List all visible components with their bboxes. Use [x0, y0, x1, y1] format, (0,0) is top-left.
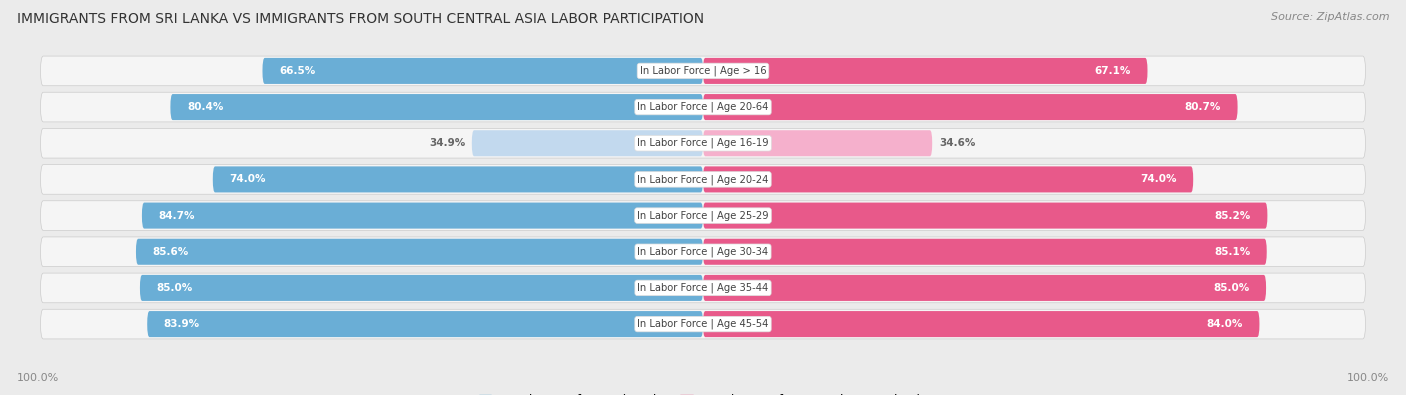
FancyBboxPatch shape — [41, 237, 1365, 267]
FancyBboxPatch shape — [136, 239, 703, 265]
Text: In Labor Force | Age 20-24: In Labor Force | Age 20-24 — [637, 174, 769, 185]
Text: 80.7%: 80.7% — [1185, 102, 1220, 112]
Text: In Labor Force | Age 16-19: In Labor Force | Age 16-19 — [637, 138, 769, 149]
Text: 66.5%: 66.5% — [278, 66, 315, 76]
Text: In Labor Force | Age > 16: In Labor Force | Age > 16 — [640, 66, 766, 76]
Text: In Labor Force | Age 25-29: In Labor Force | Age 25-29 — [637, 210, 769, 221]
Text: 74.0%: 74.0% — [229, 175, 266, 184]
Text: 100.0%: 100.0% — [1347, 373, 1389, 383]
Text: 67.1%: 67.1% — [1094, 66, 1130, 76]
FancyBboxPatch shape — [472, 130, 703, 156]
Text: 74.0%: 74.0% — [1140, 175, 1177, 184]
Text: In Labor Force | Age 45-54: In Labor Force | Age 45-54 — [637, 319, 769, 329]
Text: 100.0%: 100.0% — [17, 373, 59, 383]
Text: IMMIGRANTS FROM SRI LANKA VS IMMIGRANTS FROM SOUTH CENTRAL ASIA LABOR PARTICIPAT: IMMIGRANTS FROM SRI LANKA VS IMMIGRANTS … — [17, 12, 704, 26]
FancyBboxPatch shape — [41, 201, 1365, 230]
Text: 85.0%: 85.0% — [1213, 283, 1250, 293]
FancyBboxPatch shape — [142, 203, 703, 229]
FancyBboxPatch shape — [41, 92, 1365, 122]
Text: 84.7%: 84.7% — [159, 211, 195, 220]
Text: In Labor Force | Age 35-44: In Labor Force | Age 35-44 — [637, 283, 769, 293]
FancyBboxPatch shape — [703, 94, 1237, 120]
FancyBboxPatch shape — [703, 239, 1267, 265]
FancyBboxPatch shape — [703, 130, 932, 156]
FancyBboxPatch shape — [703, 311, 1260, 337]
FancyBboxPatch shape — [263, 58, 703, 84]
Text: 84.0%: 84.0% — [1206, 319, 1243, 329]
Text: 83.9%: 83.9% — [163, 319, 200, 329]
FancyBboxPatch shape — [41, 56, 1365, 86]
Legend: Immigrants from Sri Lanka, Immigrants from South Central Asia: Immigrants from Sri Lanka, Immigrants fr… — [478, 394, 928, 395]
Text: In Labor Force | Age 30-34: In Labor Force | Age 30-34 — [637, 246, 769, 257]
FancyBboxPatch shape — [41, 273, 1365, 303]
Text: 85.2%: 85.2% — [1215, 211, 1251, 220]
Text: Source: ZipAtlas.com: Source: ZipAtlas.com — [1271, 12, 1389, 22]
FancyBboxPatch shape — [703, 275, 1265, 301]
Text: 80.4%: 80.4% — [187, 102, 224, 112]
FancyBboxPatch shape — [41, 128, 1365, 158]
Text: In Labor Force | Age 20-64: In Labor Force | Age 20-64 — [637, 102, 769, 112]
FancyBboxPatch shape — [148, 311, 703, 337]
FancyBboxPatch shape — [703, 166, 1194, 192]
FancyBboxPatch shape — [141, 275, 703, 301]
Text: 85.6%: 85.6% — [152, 247, 188, 257]
Text: 34.9%: 34.9% — [429, 138, 465, 148]
Text: 34.6%: 34.6% — [939, 138, 976, 148]
Text: 85.0%: 85.0% — [156, 283, 193, 293]
Text: 85.1%: 85.1% — [1213, 247, 1250, 257]
FancyBboxPatch shape — [212, 166, 703, 192]
FancyBboxPatch shape — [41, 165, 1365, 194]
FancyBboxPatch shape — [703, 58, 1147, 84]
FancyBboxPatch shape — [703, 203, 1267, 229]
FancyBboxPatch shape — [41, 309, 1365, 339]
FancyBboxPatch shape — [170, 94, 703, 120]
